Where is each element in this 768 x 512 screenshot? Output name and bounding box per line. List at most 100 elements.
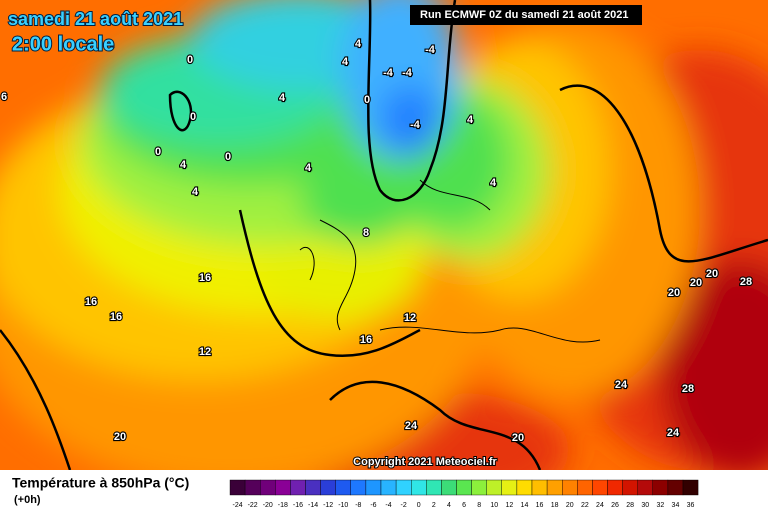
contour-label: -4 bbox=[425, 44, 436, 56]
coastline bbox=[299, 179, 601, 343]
colorbar-swatch bbox=[501, 479, 518, 496]
colorbar-label: 32 bbox=[656, 502, 664, 509]
contour-label: 24 bbox=[405, 420, 418, 432]
colorbar-label: -14 bbox=[308, 502, 318, 509]
contour-line bbox=[367, 0, 457, 202]
colorbar-swatch bbox=[395, 479, 412, 496]
temperature-area bbox=[300, 155, 420, 245]
colorbar-swatch bbox=[365, 479, 382, 496]
colorbar-label: -16 bbox=[293, 502, 303, 509]
contour-label: -4 bbox=[383, 67, 394, 79]
colorbar-label: -8 bbox=[355, 502, 361, 509]
contour-label: 16 bbox=[110, 311, 122, 323]
run-box bbox=[410, 5, 642, 25]
contour-label: 4 bbox=[467, 114, 474, 126]
contour-label: 12 bbox=[199, 346, 211, 358]
colorbar-swatch bbox=[380, 479, 397, 496]
colorbar-label: 28 bbox=[626, 502, 634, 509]
colorbar-label: -18 bbox=[278, 502, 288, 509]
colorbar-swatch bbox=[592, 479, 608, 496]
colorbar-label: -4 bbox=[385, 502, 391, 509]
colorbar-label: 24 bbox=[596, 502, 604, 509]
time-title: 2:00 locale bbox=[12, 33, 114, 55]
contour-label: 4 bbox=[490, 177, 497, 189]
contour-line bbox=[559, 84, 768, 263]
contour-label: 4 bbox=[355, 38, 362, 50]
contour-label: 16 bbox=[360, 334, 372, 346]
colorbar-label: 34 bbox=[672, 502, 680, 509]
colorbar-label: -20 bbox=[263, 502, 273, 509]
contour-label: 6 bbox=[1, 91, 7, 103]
colorbar-label: -6 bbox=[370, 502, 376, 509]
colorbar-swatch bbox=[260, 479, 276, 496]
contours bbox=[0, 0, 768, 470]
colorbar-swatch bbox=[562, 479, 578, 496]
date-title: samedi 21 août 2021 bbox=[8, 9, 183, 29]
colorbar-label: 10 bbox=[490, 502, 498, 509]
colorbar-label: 22 bbox=[581, 502, 589, 509]
colorbar-label: 18 bbox=[551, 502, 559, 509]
contour-label: 8 bbox=[363, 227, 369, 239]
contour-label: 12 bbox=[404, 312, 416, 324]
colorbar-swatch bbox=[667, 479, 684, 496]
colorbar-swatch bbox=[335, 479, 352, 496]
colorbar-swatch bbox=[682, 479, 699, 496]
colorbar-swatch bbox=[546, 479, 563, 496]
colorbar-label: -22 bbox=[248, 502, 258, 509]
temperature-area bbox=[660, 260, 768, 470]
contour-label: 20 bbox=[114, 431, 126, 443]
colorbar-label: -12 bbox=[323, 502, 333, 509]
colorbar-swatch bbox=[441, 479, 457, 496]
contour-label: 16 bbox=[199, 272, 211, 284]
contour-label: 24 bbox=[667, 427, 680, 439]
contour-label: 24 bbox=[615, 379, 628, 391]
colorbar-label: -2 bbox=[401, 502, 407, 509]
copyright: Copyright 2021 Meteociel.fr bbox=[353, 456, 497, 468]
colorbar-swatch bbox=[320, 479, 336, 496]
temperature-area bbox=[380, 85, 440, 155]
colorbar-swatch bbox=[652, 479, 669, 496]
contour-label: 0 bbox=[225, 151, 231, 163]
footer-lead: (+0h) bbox=[14, 494, 41, 506]
contour-label: 20 bbox=[706, 268, 718, 280]
contour-label: -4 bbox=[410, 119, 421, 131]
colorbar-label: 2 bbox=[432, 502, 436, 509]
colorbar-swatch bbox=[290, 479, 306, 496]
run-label: Run ECMWF 0Z du samedi 21 août 2021 bbox=[420, 9, 628, 21]
contour-label: 0 bbox=[364, 94, 370, 106]
contour-label: 0 bbox=[187, 54, 193, 66]
contour-label: 4 bbox=[342, 56, 349, 68]
contour-label: 20 bbox=[690, 277, 702, 289]
contour-label: 20 bbox=[512, 432, 524, 444]
colorbar-label: 36 bbox=[687, 502, 695, 509]
contour-label: -4 bbox=[402, 67, 413, 79]
contour-line bbox=[168, 90, 193, 132]
colorbar-label: 12 bbox=[505, 502, 513, 509]
colorbar-label: -10 bbox=[338, 502, 348, 509]
contour-label: 4 bbox=[192, 186, 199, 198]
contour-label: 0 bbox=[155, 146, 161, 158]
colorbar-swatch bbox=[622, 479, 638, 496]
colorbar-swatch bbox=[275, 479, 291, 496]
contour-label: 28 bbox=[740, 276, 752, 288]
colorbar-swatch bbox=[456, 479, 472, 496]
colorbar-swatch bbox=[577, 479, 593, 496]
colorbar-label: 14 bbox=[521, 502, 529, 509]
colorbar-label: 8 bbox=[477, 502, 481, 509]
colorbar-swatch bbox=[471, 479, 487, 496]
colorbar-swatch bbox=[411, 479, 427, 496]
coastlines bbox=[299, 179, 601, 343]
colorbar-swatch bbox=[637, 479, 654, 496]
contour-label: 0 bbox=[190, 111, 196, 123]
colorbar-label: 30 bbox=[641, 502, 649, 509]
contour-line bbox=[0, 329, 72, 470]
contour-label: 20 bbox=[668, 287, 680, 299]
colorbar-swatch bbox=[426, 479, 442, 496]
colorbar-label: 4 bbox=[447, 502, 451, 509]
colorbar-label: 20 bbox=[566, 502, 574, 509]
colorbar-label: 0 bbox=[417, 502, 421, 509]
